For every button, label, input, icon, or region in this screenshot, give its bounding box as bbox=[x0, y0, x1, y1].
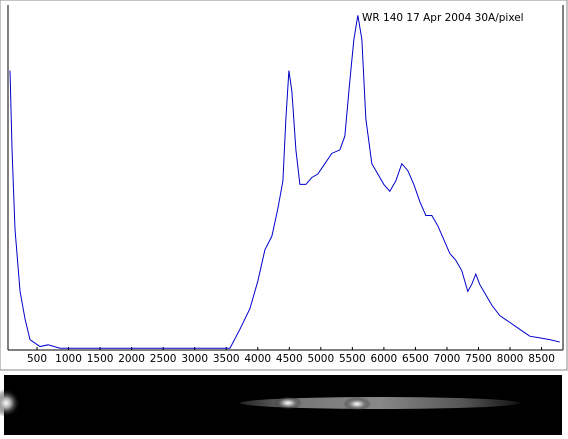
x-tick-label: 2000 bbox=[118, 353, 145, 365]
x-tick-label: 8500 bbox=[528, 353, 555, 365]
x-tick-label: 7000 bbox=[434, 353, 461, 365]
x-tick-label: 6000 bbox=[371, 353, 398, 365]
x-tick-label: 3000 bbox=[181, 353, 208, 365]
x-tick-label: 5000 bbox=[307, 353, 334, 365]
x-tick-label: 7500 bbox=[465, 353, 492, 365]
x-tick-label: 6500 bbox=[402, 353, 429, 365]
x-tick-label: 4000 bbox=[244, 353, 271, 365]
plot-frame bbox=[0, 0, 568, 371]
chart-title: WR 140 17 Apr 2004 30A/pixel bbox=[362, 12, 524, 24]
x-tick-label: 8000 bbox=[497, 353, 524, 365]
x-tick-label: 4500 bbox=[276, 353, 303, 365]
image-glow bbox=[343, 397, 371, 411]
x-tick-label: 1000 bbox=[55, 353, 82, 365]
x-tick-label: 5500 bbox=[339, 353, 366, 365]
image-glow bbox=[0, 389, 20, 417]
x-tick-label: 1500 bbox=[87, 353, 114, 365]
x-tick-label: 500 bbox=[27, 353, 47, 365]
x-tick-label: 2500 bbox=[150, 353, 177, 365]
image-streak bbox=[240, 397, 520, 409]
x-tick-label: 3500 bbox=[213, 353, 240, 365]
image-glow bbox=[274, 396, 302, 410]
spectrum-line bbox=[9, 15, 560, 349]
